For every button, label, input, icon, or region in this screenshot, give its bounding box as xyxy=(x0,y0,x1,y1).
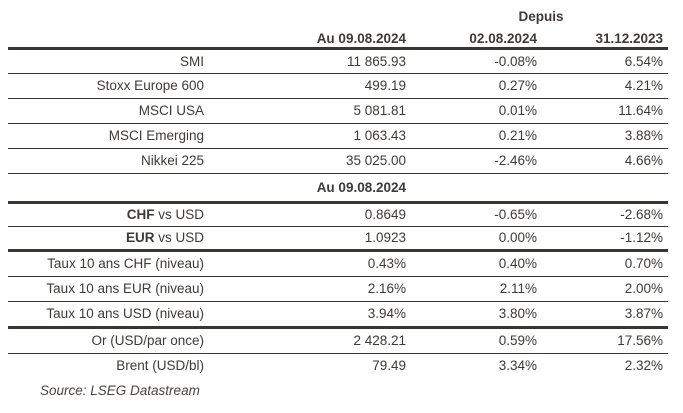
row-label-text: MSCI Emerging xyxy=(108,128,204,143)
row-label: Stoxx Europe 600 xyxy=(8,73,220,99)
column-header-row: Au 09.08.2024 02.08.2024 31.12.2023 xyxy=(8,30,669,50)
row-label: Taux 10 ans USD (niveau) xyxy=(8,301,220,329)
table-row-msci-usa: MSCI USA 5 081.81 0.01% 11.64% xyxy=(8,98,669,124)
row-label: EUR vs USD xyxy=(8,226,220,252)
table-row-taux-chf: Taux 10 ans CHF (niveau) 0.43% 0.40% 0.7… xyxy=(8,250,669,277)
value-change-week: 0.27% xyxy=(414,73,545,99)
table-row-taux-usd: Taux 10 ans USD (niveau) 3.94% 3.80% 3.8… xyxy=(8,301,669,329)
value-change-ytd: 3.88% xyxy=(545,123,669,149)
value-level: 5 081.81 xyxy=(220,98,414,124)
table-row-taux-eur: Taux 10 ans EUR (niveau) 2.16% 2.11% 2.0… xyxy=(8,276,669,302)
value-change-week: 3.80% xyxy=(414,301,545,329)
row-label-text: Stoxx Europe 600 xyxy=(96,78,204,93)
row-label-text: Taux 10 ans CHF (niveau) xyxy=(47,256,204,271)
value-change-ytd: 2.00% xyxy=(545,276,669,302)
value-level: 1.0923 xyxy=(220,226,414,252)
table-row-msci-emerging: MSCI Emerging 1 063.43 0.21% 3.88% xyxy=(8,123,669,149)
value-change-week: 0.00% xyxy=(414,226,545,252)
value-level: 3.94% xyxy=(220,301,414,329)
table-row-or: Or (USD/par once) 2 428.21 0.59% 17.56% xyxy=(8,327,669,354)
value-change-ytd: 17.56% xyxy=(545,327,669,354)
value-change-week: 0.21% xyxy=(414,123,545,149)
value-change-week: 0.59% xyxy=(414,327,545,354)
row-label-text: vs USD xyxy=(154,207,204,222)
value-level: 2.16% xyxy=(220,276,414,302)
table-row-chf-usd: CHF vs USD 0.8649 -0.65% -2.68% xyxy=(8,202,669,227)
value-change-ytd: -1.12% xyxy=(545,226,669,252)
value-level: 1 063.43 xyxy=(220,123,414,149)
value-change-week: -2.46% xyxy=(414,148,545,174)
value-change-week: -0.65% xyxy=(414,202,545,227)
row-label: SMI xyxy=(8,48,220,74)
value-level: 0.43% xyxy=(220,250,414,277)
col-header-au-date: Au 09.08.2024 xyxy=(220,30,414,50)
table-row-stoxx: Stoxx Europe 600 499.19 0.27% 4.21% xyxy=(8,73,669,99)
table-row-nikkei: Nikkei 225 35 025.00 -2.46% 4.66% xyxy=(8,148,669,174)
value-change-week: 2.11% xyxy=(414,276,545,302)
empty-cell xyxy=(414,173,545,204)
value-change-ytd: 3.87% xyxy=(545,301,669,329)
row-label-text: Brent (USD/bl) xyxy=(116,358,204,374)
row-label-text: MSCI USA xyxy=(138,103,204,118)
value-change-week: -0.08% xyxy=(414,48,545,74)
col-header-since-year: 31.12.2023 xyxy=(545,30,669,50)
row-label: MSCI USA xyxy=(8,98,220,124)
row-label-text: Nikkei 225 xyxy=(140,153,204,168)
row-label-strong: EUR xyxy=(125,230,155,245)
value-level: 2 428.21 xyxy=(220,327,414,354)
source-note: Source: LSEG Datastream xyxy=(40,383,200,398)
depuis-header-row: Depuis xyxy=(8,2,668,30)
value-change-ytd: 6.54% xyxy=(545,48,669,74)
row-label-text: Taux 10 ans EUR (niveau) xyxy=(46,281,204,296)
table-row-brent: Brent (USD/bl) 79.49 3.34% 2.32% xyxy=(8,353,668,378)
value-change-week: 0.40% xyxy=(414,250,545,277)
row-label: CHF vs USD xyxy=(8,202,220,227)
row-label-text: vs USD xyxy=(154,230,204,245)
row-label: Taux 10 ans EUR (niveau) xyxy=(8,276,220,302)
value-level: 499.19 xyxy=(220,73,414,99)
row-label-strong: CHF xyxy=(126,207,155,222)
value-change-week: 0.01% xyxy=(414,98,545,124)
row-label: MSCI Emerging xyxy=(8,123,220,149)
row-label: Taux 10 ans CHF (niveau) xyxy=(8,250,220,277)
table-row-smi: SMI 11 865.93 -0.08% 6.54% xyxy=(8,48,669,74)
table-row-eur-usd: EUR vs USD 1.0923 0.00% -1.12% xyxy=(8,226,669,252)
value-change-ytd: -2.68% xyxy=(545,202,669,227)
value-change-ytd: 0.70% xyxy=(545,250,669,277)
row-label-text: SMI xyxy=(179,53,204,69)
markets-data-table: Depuis Au 09.08.2024 02.08.2024 31.12.20… xyxy=(8,2,669,378)
value-level: 0.8649 xyxy=(220,202,414,227)
value-level: 79.49 xyxy=(372,358,406,374)
value-change-ytd: 2.32% xyxy=(624,358,664,374)
value-level: 35 025.00 xyxy=(220,148,414,174)
section-header-row: Au 09.08.2024 xyxy=(8,173,669,204)
row-label-text: Taux 10 ans USD (niveau) xyxy=(46,306,204,321)
value-change-ytd: 4.21% xyxy=(545,73,669,99)
value-level: 11 865.93 xyxy=(220,48,414,74)
value-change-week: 3.34% xyxy=(498,358,537,374)
row-label: Nikkei 225 xyxy=(8,148,220,174)
empty-cell xyxy=(545,173,669,204)
row-label: Or (USD/par once) xyxy=(8,327,220,354)
empty-cell xyxy=(8,2,414,30)
value-change-ytd: 11.64% xyxy=(545,98,669,124)
section-header-au-date: Au 09.08.2024 xyxy=(8,173,414,204)
depuis-label: Depuis xyxy=(518,8,564,24)
row-label-text: Or (USD/par once) xyxy=(91,333,204,348)
empty-cell xyxy=(8,30,220,50)
row-label: Brent (USD/bl) xyxy=(8,353,220,378)
col-header-since-week: 02.08.2024 xyxy=(414,30,545,50)
value-change-ytd: 4.66% xyxy=(545,148,669,174)
